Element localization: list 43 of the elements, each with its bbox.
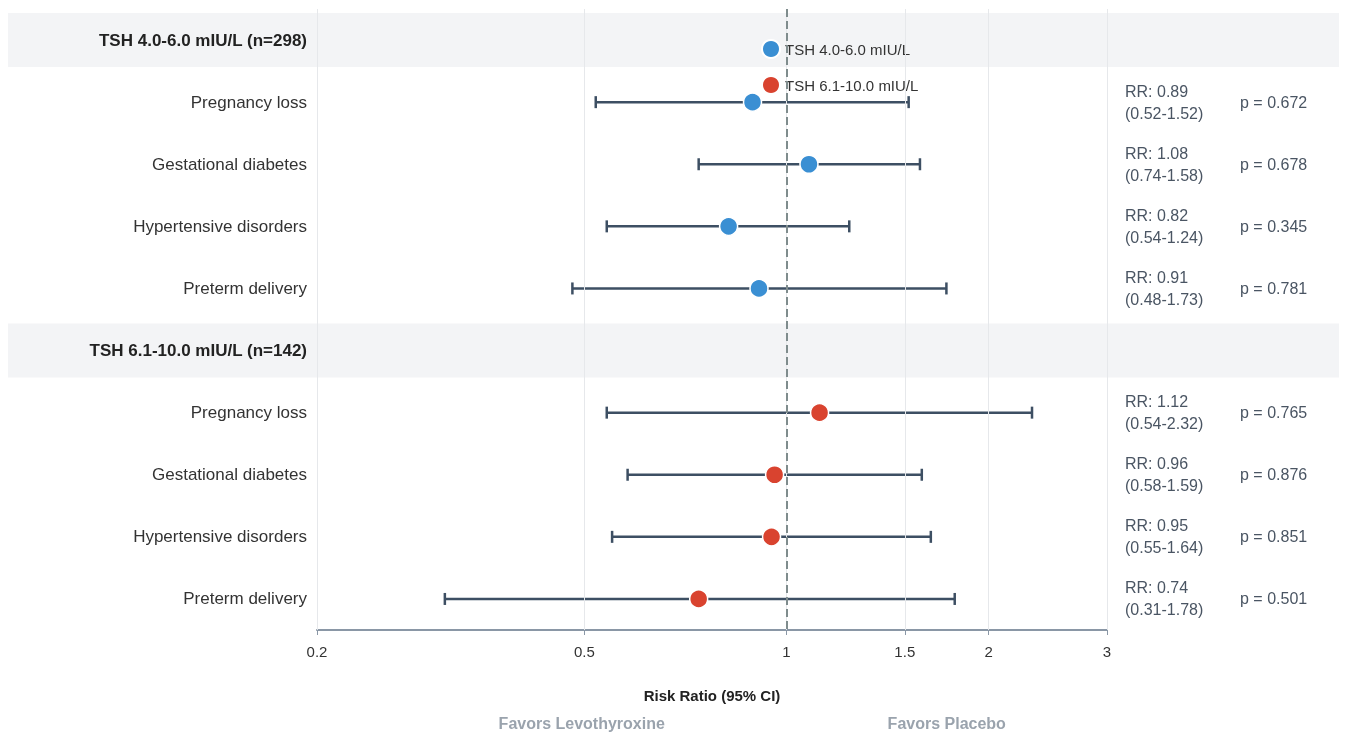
x-tick-label: 2 bbox=[984, 643, 993, 660]
text: RR: 0.91 (0.48-1.73) bbox=[1125, 268, 1204, 308]
text: RR: 0.74 (0.31-1.78) bbox=[1125, 579, 1204, 619]
text: RR: 1.12 (0.54-2.32) bbox=[1125, 393, 1204, 433]
x-tick-label: 1.5 bbox=[894, 643, 916, 660]
y-tick-label: Pregnancy loss bbox=[190, 92, 307, 112]
point bbox=[809, 402, 830, 423]
text: Favors Levothyroxine bbox=[498, 714, 665, 732]
point bbox=[764, 465, 785, 485]
x-axis-title: Risk Ratio (95% CI) bbox=[643, 687, 781, 704]
x-tick-label: 0.2 bbox=[306, 643, 328, 660]
x-tick-label: 1 bbox=[782, 643, 791, 660]
text: RR: 0.96 (0.58-1.59) bbox=[1125, 455, 1204, 495]
y-tick-label: TSH 4.0-6.0 mIU/L (n=298) bbox=[98, 30, 307, 50]
y-tick-label: Hypertensive disorders bbox=[133, 216, 307, 236]
point bbox=[799, 154, 819, 174]
text: RR: 0.82 (0.54-1.24) bbox=[1125, 206, 1204, 246]
point bbox=[742, 92, 763, 112]
y-tick-label: TSH 6.1-10.0 mIU/L (n=142) bbox=[89, 341, 307, 361]
legend-label: TSH 4.0-6.0 mIU/L bbox=[785, 40, 911, 58]
point bbox=[761, 527, 782, 547]
x-tick-label: 0.5 bbox=[573, 643, 595, 660]
y-tick-label: Gestational diabetes bbox=[152, 154, 307, 174]
text: p = 0.765 bbox=[1240, 404, 1308, 422]
y-tick-label: Hypertensive disorders bbox=[133, 527, 307, 547]
y-tick-label: Gestational diabetes bbox=[152, 465, 307, 485]
text: p = 0.501 bbox=[1240, 590, 1308, 608]
point bbox=[749, 278, 769, 299]
text: p = 0.678 bbox=[1240, 155, 1308, 173]
y-tick-label: Preterm delivery bbox=[183, 589, 308, 609]
text: RR: 1.08 (0.74-1.58) bbox=[1125, 144, 1204, 184]
text: p = 0.345 bbox=[1240, 217, 1308, 235]
y-tick-label: Pregnancy loss bbox=[190, 403, 307, 423]
text: Favors Placebo bbox=[887, 714, 1007, 732]
x-tick-label: 3 bbox=[1102, 643, 1112, 660]
text: p = 0.851 bbox=[1240, 528, 1308, 546]
legend-label: TSH 6.1-10.0 mIU/L bbox=[785, 76, 919, 94]
text: RR: 0.95 (0.55-1.64) bbox=[1125, 517, 1204, 557]
text: p = 0.876 bbox=[1240, 466, 1308, 484]
text: RR: 0.89 (0.52-1.52) bbox=[1125, 82, 1204, 122]
y-tick-label: Preterm delivery bbox=[183, 278, 308, 298]
text: p = 0.672 bbox=[1240, 93, 1308, 111]
text: p = 0.781 bbox=[1240, 279, 1308, 297]
